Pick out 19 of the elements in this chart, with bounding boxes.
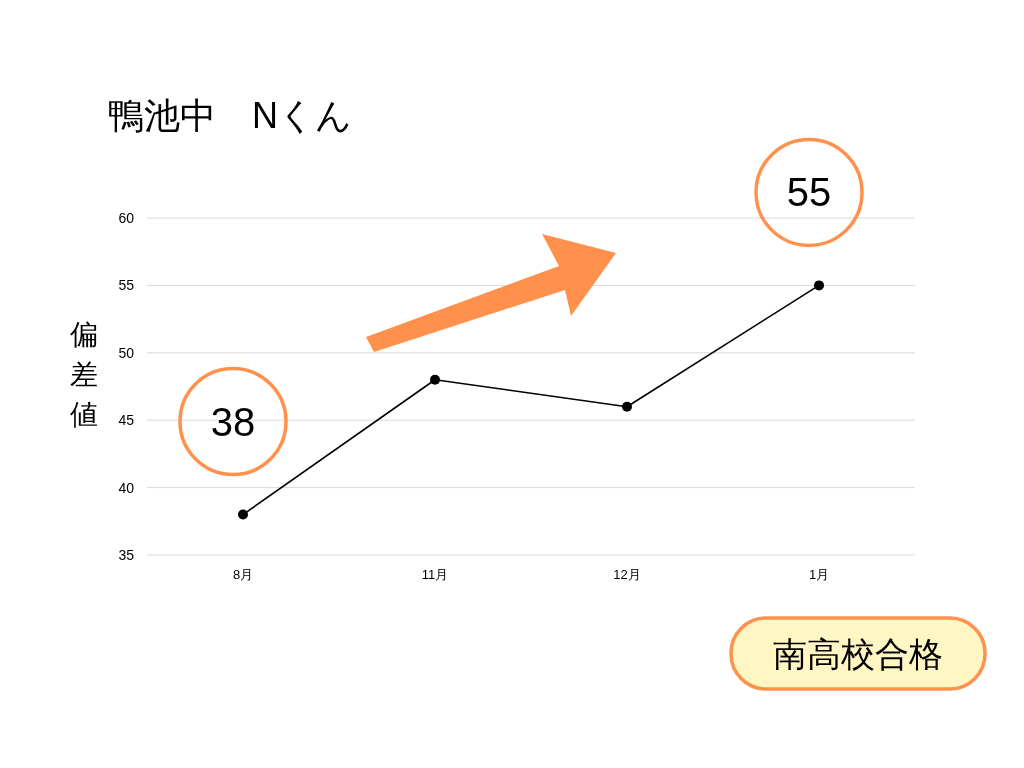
y-tick-label: 35 xyxy=(118,547,135,563)
x-tick-label: 11月 xyxy=(421,567,449,582)
y-axis-title: 偏差値 xyxy=(70,319,98,430)
point xyxy=(430,374,440,385)
y-tick-label: 45 xyxy=(118,412,135,429)
x-tick-label: 12月 xyxy=(613,567,641,582)
point xyxy=(622,401,632,412)
text: 南高校合格 xyxy=(773,635,943,673)
x-tick-label: 8月 xyxy=(232,567,254,582)
annotation: 55 xyxy=(786,170,832,215)
y-tick-label: 60 xyxy=(118,210,135,226)
point xyxy=(814,280,824,291)
point xyxy=(238,509,248,520)
y-tick-label: 50 xyxy=(118,344,135,361)
y-tick-label: 40 xyxy=(118,479,135,496)
annotation: 38 xyxy=(210,399,256,444)
y-tick-label: 55 xyxy=(118,277,135,294)
chart-title: 鴨池中 Nくん xyxy=(108,95,352,136)
x-tick-label: 1月 xyxy=(808,567,830,582)
